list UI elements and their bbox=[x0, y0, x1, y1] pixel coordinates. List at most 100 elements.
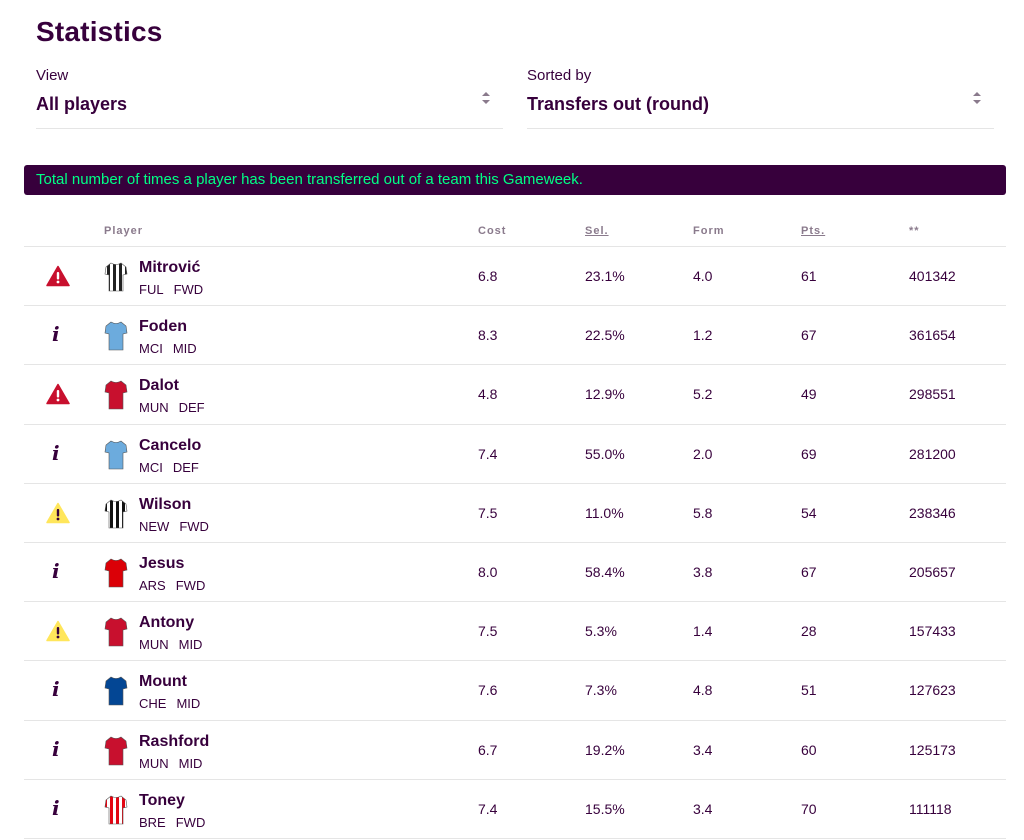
table-row[interactable]: Dalot MUN DEF 4.8 12.9% 5.2 49 298551 bbox=[24, 365, 1006, 425]
player-transfers-out: 361654 bbox=[909, 327, 956, 344]
player-meta: NEW FWD bbox=[139, 519, 209, 534]
player-team: NEW bbox=[139, 518, 170, 534]
player-cost: 7.5 bbox=[478, 623, 498, 640]
table-row[interactable]: i Toney BRE FWD 7.4 15.5% 3.4 70 111118 bbox=[24, 780, 1006, 839]
sort-arrows-icon[interactable] bbox=[972, 90, 982, 106]
player-cost: 7.6 bbox=[478, 682, 498, 699]
player-name[interactable]: Mount bbox=[139, 673, 187, 691]
player-form: 5.2 bbox=[693, 386, 713, 403]
player-cost: 6.8 bbox=[478, 268, 498, 284]
view-select-value[interactable]: All players bbox=[36, 94, 128, 114]
table-row[interactable]: i Mount CHE MID 7.6 7.3% 4.8 51 127623 bbox=[24, 661, 1006, 721]
table-row[interactable]: Antony MUN MID 7.5 5.3% 1.4 28 157433 bbox=[24, 602, 1006, 662]
table-row[interactable]: i Cancelo MCI DEF 7.4 55.0% 2.0 69 281200 bbox=[24, 425, 1006, 484]
player-team: FUL bbox=[139, 282, 164, 297]
player-team: BRE bbox=[139, 814, 166, 830]
player-name[interactable]: Rashford bbox=[139, 732, 210, 750]
info-icon[interactable]: i bbox=[52, 795, 60, 820]
table-row[interactable]: Wilson NEW FWD 7.5 11.0% 5.8 54 238346 bbox=[24, 484, 1006, 543]
player-cost: 7.5 bbox=[478, 504, 498, 521]
player-transfers-out: 298551 bbox=[909, 386, 956, 403]
column-header-selected[interactable]: Sel. bbox=[585, 225, 609, 237]
player-name[interactable]: Mitrović bbox=[139, 259, 201, 276]
column-header-points[interactable]: Pts. bbox=[801, 225, 826, 237]
warning-triangle-red-icon[interactable] bbox=[46, 383, 70, 405]
table-body: Mitrović FUL FWD 6.8 23.1% 4.0 61 401342 i Foden M… bbox=[24, 247, 1006, 839]
player-cost: 6.7 bbox=[478, 741, 498, 758]
player-selected: 23.1% bbox=[585, 268, 625, 284]
player-points: 51 bbox=[801, 682, 817, 699]
player-form: 2.0 bbox=[693, 445, 713, 462]
player-meta: MCI DEF bbox=[139, 460, 199, 475]
player-points: 67 bbox=[801, 327, 817, 344]
player-position: DEF bbox=[178, 400, 205, 416]
player-form: 1.4 bbox=[693, 623, 713, 640]
warning-triangle-yellow-icon[interactable] bbox=[46, 502, 70, 524]
player-transfers-out: 205657 bbox=[909, 563, 956, 580]
player-position: MID bbox=[178, 637, 203, 653]
team-shirt-icon bbox=[104, 321, 128, 351]
table-header: Player Cost Sel. Form Pts. ** bbox=[24, 216, 1006, 247]
players-table: Player Cost Sel. Form Pts. ** Mitrović FU… bbox=[24, 216, 1006, 839]
player-transfers-out: 125173 bbox=[909, 741, 956, 758]
player-meta: ARS FWD bbox=[139, 578, 205, 593]
player-transfers-out: 127623 bbox=[909, 682, 956, 699]
player-selected: 5.3% bbox=[585, 623, 617, 640]
stat-description-banner: Total number of times a player has been … bbox=[24, 165, 1006, 195]
player-name[interactable]: Wilson bbox=[139, 495, 192, 513]
info-icon[interactable]: i bbox=[52, 440, 60, 465]
player-points: 54 bbox=[801, 504, 817, 521]
table-row[interactable]: Mitrović FUL FWD 6.8 23.1% 4.0 61 401342 bbox=[24, 247, 1006, 307]
player-meta: MUN MID bbox=[139, 637, 202, 652]
player-form: 3.4 bbox=[693, 800, 713, 817]
player-selected: 7.3% bbox=[585, 682, 617, 699]
info-icon[interactable]: i bbox=[52, 322, 60, 347]
player-position: DEF bbox=[172, 459, 199, 475]
player-name[interactable]: Jesus bbox=[139, 554, 185, 572]
team-shirt-icon bbox=[104, 440, 128, 469]
player-form: 5.8 bbox=[693, 504, 713, 521]
player-position: MID bbox=[178, 755, 203, 771]
table-row[interactable]: i Jesus ARS FWD 8.0 58.4% 3.8 67 205657 bbox=[24, 543, 1006, 603]
player-name[interactable]: Cancelo bbox=[139, 436, 202, 454]
player-name[interactable]: Foden bbox=[139, 318, 187, 336]
player-meta: FUL FWD bbox=[139, 282, 203, 297]
player-position: FWD bbox=[175, 577, 206, 593]
sort-select-value[interactable]: Transfers out (round) bbox=[527, 94, 710, 114]
player-team: MCI bbox=[139, 459, 163, 475]
player-selected: 12.9% bbox=[585, 386, 625, 403]
player-name[interactable]: Toney bbox=[139, 791, 185, 809]
player-points: 28 bbox=[801, 623, 817, 640]
player-cost: 8.3 bbox=[478, 327, 498, 344]
player-form: 3.8 bbox=[693, 563, 713, 580]
sort-select[interactable]: Sorted by Transfers out (round) bbox=[527, 66, 994, 129]
player-form: 1.2 bbox=[693, 327, 713, 344]
view-select[interactable]: View All players bbox=[36, 66, 503, 129]
info-icon[interactable]: i bbox=[52, 677, 60, 702]
player-cost: 8.0 bbox=[478, 563, 498, 580]
player-name[interactable]: Dalot bbox=[139, 377, 179, 395]
player-transfers-out: 238346 bbox=[909, 504, 956, 521]
player-form: 3.4 bbox=[693, 741, 713, 758]
info-icon[interactable]: i bbox=[52, 558, 60, 583]
sort-arrows-icon[interactable] bbox=[481, 90, 491, 106]
player-points: 60 bbox=[801, 741, 817, 758]
column-header-player: Player bbox=[104, 225, 144, 237]
team-shirt-icon bbox=[104, 676, 128, 706]
player-points: 67 bbox=[801, 563, 817, 580]
player-transfers-out: 401342 bbox=[909, 268, 956, 284]
player-form: 4.8 bbox=[693, 682, 713, 699]
info-icon[interactable]: i bbox=[52, 736, 60, 761]
team-shirt-icon bbox=[104, 736, 128, 765]
player-name[interactable]: Antony bbox=[139, 614, 195, 632]
player-transfers-out: 111118 bbox=[909, 800, 952, 817]
player-position: FWD bbox=[175, 814, 206, 830]
player-selected: 55.0% bbox=[585, 445, 625, 462]
table-row[interactable]: i Foden MCI MID 8.3 22.5% 1.2 67 361654 bbox=[24, 306, 1006, 366]
warning-triangle-yellow-icon[interactable] bbox=[46, 620, 70, 642]
page-title: Statistics bbox=[36, 16, 163, 47]
sort-select-label: Sorted by bbox=[527, 67, 592, 84]
column-header-cost: Cost bbox=[478, 225, 507, 237]
warning-triangle-red-icon[interactable] bbox=[46, 265, 70, 287]
table-row[interactable]: i Rashford MUN MID 6.7 19.2% 3.4 60 125173 bbox=[24, 721, 1006, 780]
